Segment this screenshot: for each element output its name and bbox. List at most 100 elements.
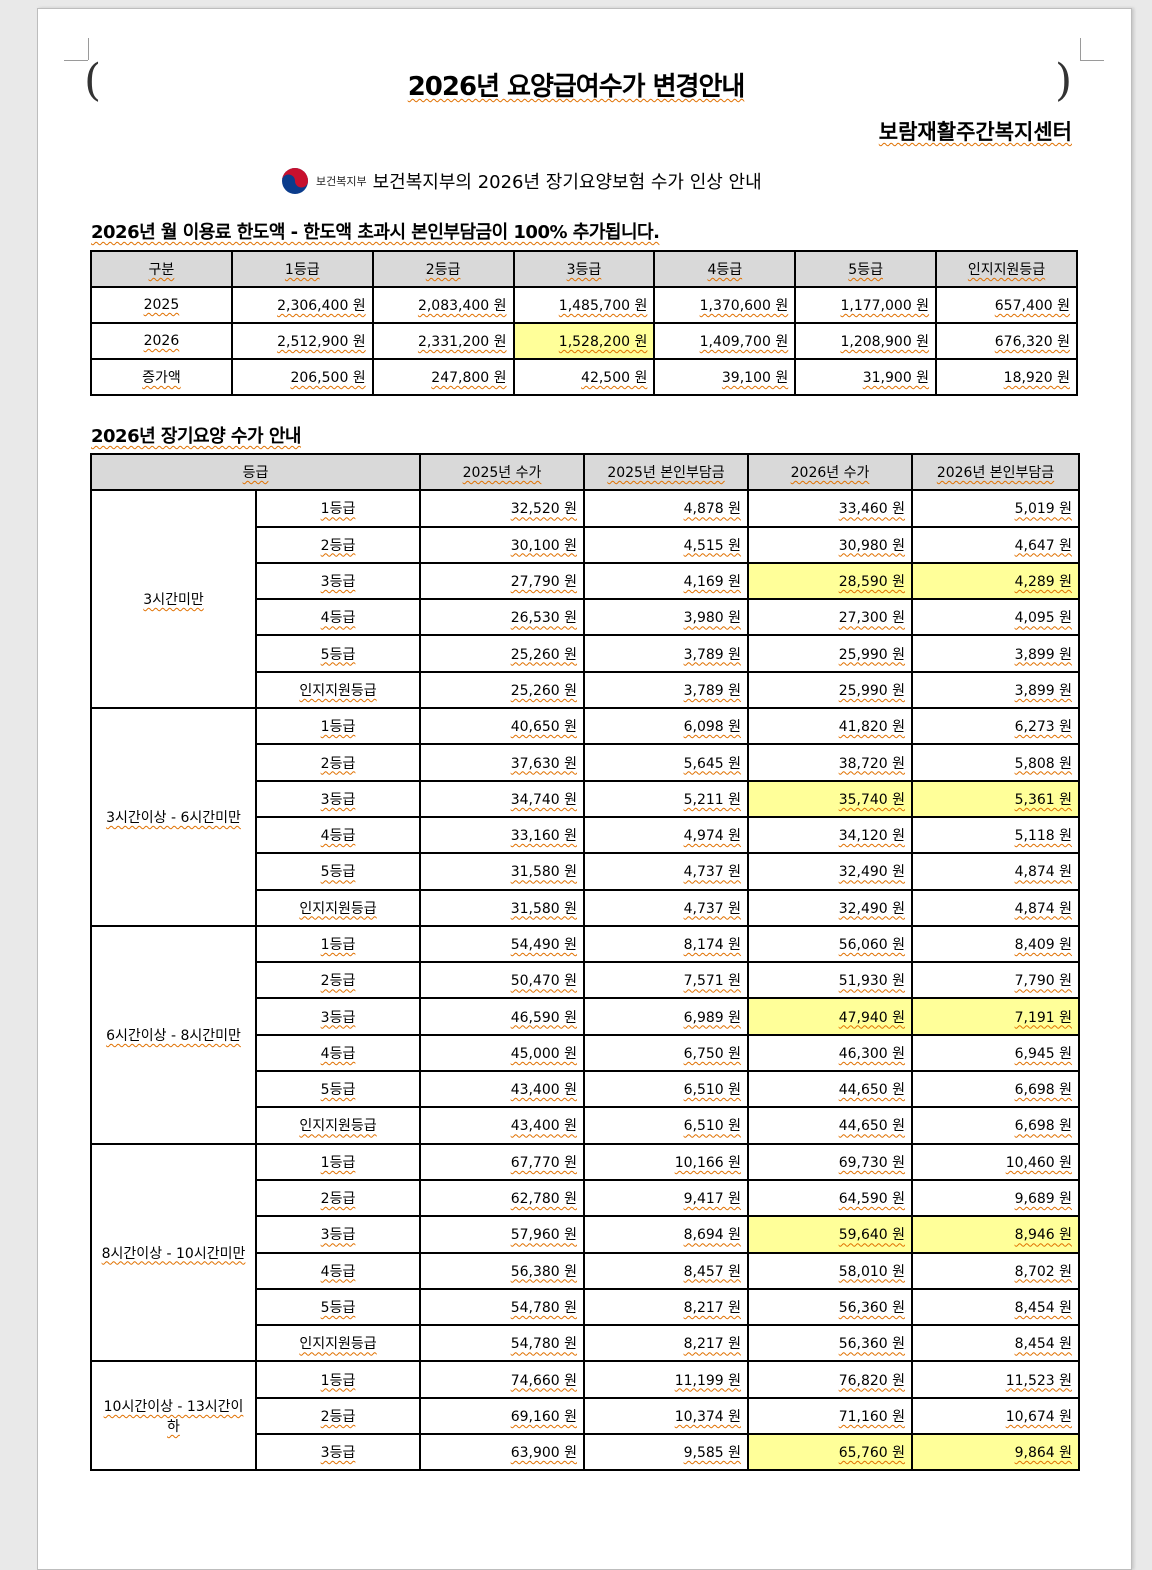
fee-value-cell-text: 50,470 원 xyxy=(510,973,578,990)
fee-value-cell: 3,789 원 xyxy=(583,634,750,673)
fee-value-cell: 6,510 원 xyxy=(583,1070,750,1109)
fee-value-cell-text: 4,974 원 xyxy=(683,828,742,845)
fee-value-cell: 65,760 원 xyxy=(747,1433,914,1472)
fee-value-cell-text: 6,098 원 xyxy=(683,719,742,736)
fee-value-cell: 8,217 원 xyxy=(583,1287,750,1327)
column-header-text: 3등급 xyxy=(566,262,602,278)
fee-value-cell: 6,698 원 xyxy=(911,1106,1081,1145)
grade-label-text: 인지지원등급 xyxy=(299,1118,377,1135)
fee-value-cell: 4,874 원 xyxy=(911,888,1081,927)
grade-label-text: 4등급 xyxy=(320,1263,356,1280)
grade-label-text: 1등급 xyxy=(320,1154,356,1171)
fee-value-cell: 25,990 원 xyxy=(747,670,914,710)
fee-value-cell-text: 31,580 원 xyxy=(510,864,578,881)
fee-value-cell-text: 7,790 원 xyxy=(1014,973,1073,990)
fee-value-cell-text: 58,010 원 xyxy=(838,1263,906,1280)
table-row: 4등급 33,160 원 4,974 원 34,120 원 5,118 원 xyxy=(91,815,1081,855)
table-row: 2등급 62,780 원 9,417 원 64,590 원 9,689 원 xyxy=(91,1178,1081,1218)
fee-value-cell-text: 9,689 원 xyxy=(1014,1191,1073,1208)
column-header-text: 2026년 수가 xyxy=(790,465,870,482)
limit-value-cell-text: 42,500 원 xyxy=(581,370,648,386)
grade-label: 3등급 xyxy=(254,1433,422,1472)
fee-value-cell: 5,118 원 xyxy=(911,815,1081,855)
fee-value-cell: 4,647 원 xyxy=(911,525,1081,564)
fee-value-cell-text: 4,737 원 xyxy=(683,864,742,881)
column-header: 2026년 수가 xyxy=(747,452,914,492)
column-header-text: 구분 xyxy=(148,262,175,278)
fee-value-cell: 34,120 원 xyxy=(747,815,914,855)
table-row: 인지지원등급 43,400 원 6,510 원 44,650 원 6,698 원 xyxy=(91,1106,1081,1145)
limit-value-cell: 2,083,400 원 xyxy=(371,286,515,324)
table-row: 2등급 37,630 원 5,645 원 38,720 원 5,808 원 xyxy=(91,743,1081,782)
fee-value-cell: 8,702 원 xyxy=(911,1251,1081,1290)
fee-value-cell: 4,878 원 xyxy=(583,489,750,528)
fee-value-cell-text: 65,760 원 xyxy=(838,1445,906,1462)
fee-value-cell: 4,974 원 xyxy=(583,815,750,855)
fee-value-cell: 9,417 원 xyxy=(583,1178,750,1218)
fee-value-cell: 74,660 원 xyxy=(419,1360,586,1399)
fee-value-cell: 31,580 원 xyxy=(419,852,586,891)
column-header: 2025년 수가 xyxy=(419,452,586,492)
table-row: 2등급 50,470 원 7,571 원 51,930 원 7,790 원 xyxy=(91,961,1081,1000)
grade-label: 1등급 xyxy=(254,489,422,528)
table-row: 3시간이상 - 6시간미만 1등급 40,650 원 6,098 원 41,820 원 6… xyxy=(90,707,1081,927)
limit-value-cell: 2,306,400 원 xyxy=(230,286,374,324)
fee-value-cell: 10,674 원 xyxy=(911,1396,1081,1436)
fee-value-cell-text: 4,647 원 xyxy=(1014,537,1073,554)
limit-value-cell: 18,920 원 xyxy=(935,358,1078,396)
limit-value-cell: 2,512,900 원 xyxy=(230,322,374,360)
fee-value-cell-text: 4,874 원 xyxy=(1014,900,1073,917)
fee-value-cell-text: 59,640 원 xyxy=(838,1227,906,1244)
column-header: 1등급 xyxy=(230,250,374,288)
fee-value-cell: 33,160 원 xyxy=(419,815,586,855)
fee-value-cell: 69,160 원 xyxy=(419,1396,586,1436)
fee-value-cell-text: 30,980 원 xyxy=(838,537,906,554)
fee-value-cell: 50,470 원 xyxy=(419,961,586,1000)
grade-label-text: 3등급 xyxy=(320,791,356,808)
limit-value-cell: 247,800 원 xyxy=(371,358,515,396)
fee-value-cell-text: 25,260 원 xyxy=(510,682,578,699)
fee-value-cell: 9,864 원 xyxy=(911,1433,1081,1472)
fee-value-cell-text: 46,300 원 xyxy=(838,1045,906,1062)
header-row: 등급 2025년 수가 2025년 본인부담금 2026년 수가 2026년 본인부담금 xyxy=(89,452,1081,492)
limit-value-cell: 1,409,700 원 xyxy=(653,322,797,360)
row-label: 2026 xyxy=(90,322,233,360)
column-header: 2등급 xyxy=(371,250,515,288)
fee-value-cell: 56,360 원 xyxy=(747,1287,914,1327)
fee-value-cell: 27,790 원 xyxy=(419,561,586,601)
grade-label: 2등급 xyxy=(254,525,422,564)
fee-value-cell-text: 10,374 원 xyxy=(674,1408,742,1425)
fee-value-cell-text: 8,454 원 xyxy=(1014,1299,1073,1316)
fee-value-cell: 6,098 원 xyxy=(583,707,750,746)
grade-label: 3등급 xyxy=(254,1215,422,1254)
grade-label: 4등급 xyxy=(254,598,422,637)
grade-label-text: 5등급 xyxy=(320,646,356,663)
column-header: 인지지원등급 xyxy=(935,250,1078,288)
fee-value-cell-text: 56,360 원 xyxy=(838,1336,906,1353)
fee-value-cell: 3,899 원 xyxy=(911,634,1081,673)
fee-value-cell-text: 3,789 원 xyxy=(683,646,742,663)
crop-mark xyxy=(88,38,89,60)
fee-value-cell: 8,409 원 xyxy=(911,924,1081,964)
time-group-label-text: 10시간이상 - 13시간이하 xyxy=(103,1398,244,1435)
time-group-label-text: 8시간이상 - 10시간미만 xyxy=(101,1245,246,1262)
table-row: 2등급 30,100 원 4,515 원 30,980 원 4,647 원 xyxy=(91,525,1081,564)
column-header: 5등급 xyxy=(794,250,938,288)
time-group-label: 6시간이상 - 8시간미만 xyxy=(90,924,257,1145)
title-bracket-right: ) xyxy=(1055,55,1073,106)
grade-label-text: 4등급 xyxy=(320,828,356,845)
fee-value-cell-text: 54,780 원 xyxy=(510,1336,578,1353)
limit-value-cell: 1,208,900 원 xyxy=(794,322,938,360)
fee-value-cell: 30,100 원 xyxy=(419,525,586,564)
fee-value-cell-text: 43,400 원 xyxy=(510,1118,578,1135)
grade-label: 4등급 xyxy=(254,815,422,855)
limit-value-cell-text: 1,208,900 원 xyxy=(840,334,930,350)
fee-value-cell: 8,217 원 xyxy=(583,1324,750,1363)
fee-value-cell-text: 32,520 원 xyxy=(510,501,578,518)
fee-value-cell: 32,490 원 xyxy=(747,888,914,927)
table-row: 2등급 69,160 원 10,374 원 71,160 원 10,674 원 xyxy=(91,1396,1081,1436)
time-group-label: 3시간이상 - 6시간미만 xyxy=(90,707,257,927)
column-header: 등급 xyxy=(89,452,422,492)
grade-label-text: 3등급 xyxy=(320,1009,356,1026)
row-label-text: 2026 xyxy=(143,333,180,349)
